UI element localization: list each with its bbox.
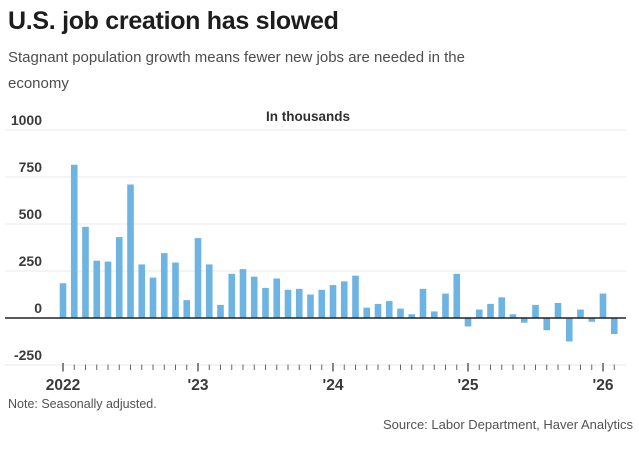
bar <box>442 293 449 318</box>
bar <box>93 260 101 318</box>
bar <box>250 276 258 318</box>
bar <box>217 304 224 318</box>
bar <box>577 309 584 318</box>
bar <box>59 283 67 318</box>
bar <box>329 285 337 318</box>
bar <box>318 289 326 318</box>
bar <box>183 300 191 318</box>
bar <box>70 164 78 318</box>
source-text: Source: Labor Department, Haver Analytic… <box>382 417 633 432</box>
bar <box>565 318 573 342</box>
x-axis-label: '24 <box>323 377 344 394</box>
y-axis-label: 500 <box>19 206 43 222</box>
bar <box>532 304 539 318</box>
bar <box>554 302 562 318</box>
bar <box>172 262 179 318</box>
bar <box>205 264 213 318</box>
bar <box>385 301 393 318</box>
bar <box>397 308 404 318</box>
bar <box>127 184 134 318</box>
bar <box>295 288 303 318</box>
bar <box>340 281 348 318</box>
bar <box>138 264 146 318</box>
bar <box>194 238 202 318</box>
note-text: Note: Seasonally adjusted. <box>8 397 157 411</box>
bar <box>419 288 427 318</box>
subtitle-line-2: economy <box>8 75 69 92</box>
x-axis-label: '26 <box>593 377 614 394</box>
y-axis-label: 750 <box>19 159 43 175</box>
bar <box>610 318 618 334</box>
bar <box>588 318 596 322</box>
bar <box>430 311 438 318</box>
units-label: In thousands <box>266 109 350 124</box>
bar <box>160 253 168 318</box>
page-title: U.S. job creation has slowed <box>8 7 339 35</box>
y-axis-label: 250 <box>19 253 43 269</box>
bar <box>464 318 472 327</box>
bar <box>307 294 314 318</box>
bar <box>352 275 359 318</box>
bar <box>520 318 528 323</box>
bar <box>82 226 89 318</box>
bar <box>543 318 551 331</box>
x-axis-label: '23 <box>188 377 209 394</box>
bar <box>453 273 461 318</box>
bar <box>284 289 292 318</box>
y-axis-label: 0 <box>34 300 42 316</box>
x-axis-label: 2022 <box>46 377 80 394</box>
subtitle-line-1: Stagnant population growth means fewer n… <box>8 49 465 66</box>
bar <box>262 287 269 318</box>
x-axis-label: '25 <box>458 377 479 394</box>
bar <box>239 269 247 318</box>
bar <box>599 293 607 318</box>
bar <box>498 297 506 318</box>
bar <box>104 261 112 318</box>
bar <box>363 307 371 318</box>
y-axis-label: 1000 <box>11 112 42 128</box>
bar <box>509 314 517 318</box>
bar <box>487 303 494 318</box>
bar <box>115 237 123 318</box>
page-subtitle: Stagnant population growth means fewer n… <box>8 45 465 97</box>
bar <box>228 273 236 318</box>
bar <box>408 314 416 318</box>
bar <box>374 303 382 318</box>
bar <box>273 278 281 318</box>
bar <box>475 309 483 318</box>
bar <box>149 277 157 318</box>
y-axis-label: -250 <box>14 347 42 363</box>
